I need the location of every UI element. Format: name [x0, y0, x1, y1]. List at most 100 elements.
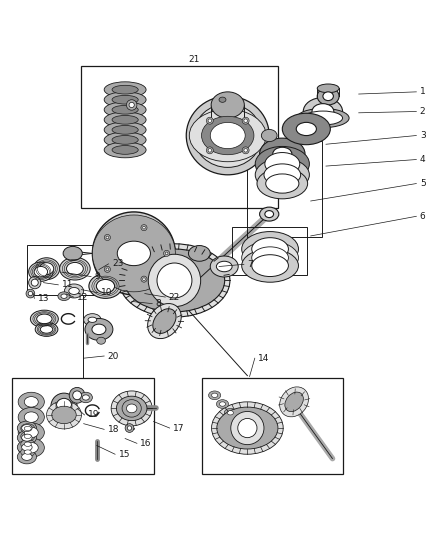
Ellipse shape: [317, 87, 339, 105]
Circle shape: [92, 212, 175, 295]
Circle shape: [31, 279, 38, 286]
Circle shape: [163, 251, 170, 256]
Ellipse shape: [153, 309, 176, 334]
Text: 19: 19: [88, 410, 99, 419]
Ellipse shape: [303, 98, 343, 125]
Ellipse shape: [210, 256, 238, 277]
Ellipse shape: [117, 396, 147, 421]
Circle shape: [107, 227, 161, 280]
Ellipse shape: [104, 132, 146, 148]
Ellipse shape: [127, 404, 137, 413]
Ellipse shape: [208, 391, 221, 400]
Ellipse shape: [34, 266, 48, 277]
Text: 18: 18: [108, 425, 119, 434]
Ellipse shape: [112, 95, 138, 104]
Ellipse shape: [211, 92, 244, 118]
Ellipse shape: [39, 263, 54, 274]
Ellipse shape: [266, 174, 299, 193]
Ellipse shape: [18, 438, 44, 457]
Ellipse shape: [21, 439, 35, 449]
Text: 6: 6: [420, 212, 426, 221]
Ellipse shape: [61, 294, 67, 298]
Ellipse shape: [211, 118, 244, 144]
Ellipse shape: [242, 241, 298, 274]
Ellipse shape: [194, 103, 262, 167]
Circle shape: [26, 289, 35, 298]
Circle shape: [125, 424, 134, 432]
Ellipse shape: [216, 400, 229, 408]
Text: 21: 21: [188, 54, 200, 63]
Ellipse shape: [28, 262, 53, 281]
Ellipse shape: [24, 442, 31, 446]
Text: 17: 17: [173, 424, 185, 433]
Ellipse shape: [312, 103, 334, 119]
Ellipse shape: [317, 84, 339, 93]
Ellipse shape: [97, 337, 106, 344]
Text: 3: 3: [420, 131, 426, 140]
Circle shape: [28, 277, 41, 289]
Ellipse shape: [285, 392, 304, 411]
Ellipse shape: [17, 450, 36, 464]
Text: 16: 16: [141, 439, 152, 448]
Text: 10: 10: [101, 288, 113, 297]
Ellipse shape: [260, 207, 279, 221]
Circle shape: [141, 276, 147, 282]
Ellipse shape: [46, 401, 81, 429]
Ellipse shape: [188, 246, 210, 261]
Ellipse shape: [224, 408, 237, 417]
Text: 13: 13: [38, 294, 49, 303]
Ellipse shape: [18, 392, 44, 411]
Bar: [201, 378, 343, 474]
Ellipse shape: [112, 135, 138, 144]
Ellipse shape: [189, 109, 266, 161]
Ellipse shape: [260, 138, 305, 169]
Ellipse shape: [21, 447, 35, 457]
Ellipse shape: [104, 112, 146, 128]
Ellipse shape: [117, 241, 150, 265]
Ellipse shape: [219, 97, 226, 102]
Ellipse shape: [33, 258, 60, 280]
Circle shape: [106, 268, 109, 271]
Ellipse shape: [112, 125, 138, 134]
Ellipse shape: [283, 113, 330, 144]
Ellipse shape: [21, 434, 32, 441]
Circle shape: [51, 393, 77, 419]
Circle shape: [106, 236, 109, 239]
Ellipse shape: [108, 233, 160, 273]
Bar: [247, 141, 322, 237]
Ellipse shape: [64, 284, 84, 298]
Bar: [232, 227, 307, 275]
Ellipse shape: [21, 424, 35, 433]
Ellipse shape: [24, 412, 38, 422]
Ellipse shape: [303, 111, 343, 125]
Ellipse shape: [212, 402, 283, 454]
Ellipse shape: [119, 244, 230, 317]
Ellipse shape: [69, 287, 79, 294]
Ellipse shape: [21, 444, 32, 451]
Ellipse shape: [323, 92, 333, 101]
Ellipse shape: [252, 238, 288, 261]
Ellipse shape: [35, 322, 58, 336]
Ellipse shape: [264, 164, 300, 185]
Text: 8: 8: [155, 299, 162, 308]
Ellipse shape: [40, 326, 53, 333]
Ellipse shape: [112, 146, 138, 154]
Text: 22: 22: [169, 293, 180, 302]
Circle shape: [206, 117, 213, 124]
Circle shape: [165, 252, 168, 255]
Ellipse shape: [104, 82, 146, 98]
Ellipse shape: [265, 211, 274, 217]
Ellipse shape: [24, 434, 31, 439]
Bar: [12, 378, 153, 474]
Text: 20: 20: [108, 351, 119, 360]
Ellipse shape: [89, 274, 122, 298]
Circle shape: [73, 391, 81, 400]
Circle shape: [208, 119, 212, 123]
Circle shape: [143, 278, 145, 280]
Ellipse shape: [273, 147, 292, 160]
Ellipse shape: [210, 123, 245, 149]
Ellipse shape: [296, 123, 316, 135]
Ellipse shape: [17, 431, 36, 445]
Circle shape: [148, 254, 201, 306]
Ellipse shape: [17, 421, 36, 435]
